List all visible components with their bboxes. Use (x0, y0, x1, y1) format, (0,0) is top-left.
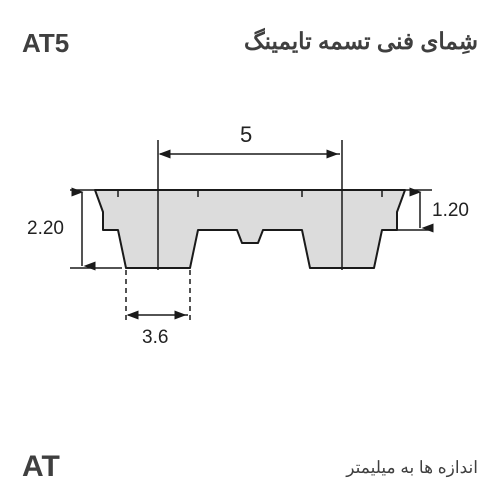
backing-thickness-label: 1.20 (432, 200, 469, 222)
belt-profile-diagram: 5 2.20 1.20 3.6 (0, 120, 500, 420)
tooth-width-label: 3.6 (142, 327, 168, 349)
units-note: اندازه ها به میلیمتر (346, 458, 478, 478)
model-code: AT5 (22, 28, 69, 59)
belt-profile-shape (95, 190, 405, 268)
pitch-label: 5 (240, 122, 252, 148)
tooth-height-label: 2.20 (27, 218, 64, 240)
page-title: شِمای فنی تسمه تایمینگ (244, 28, 478, 55)
series-code: AT (22, 450, 60, 484)
